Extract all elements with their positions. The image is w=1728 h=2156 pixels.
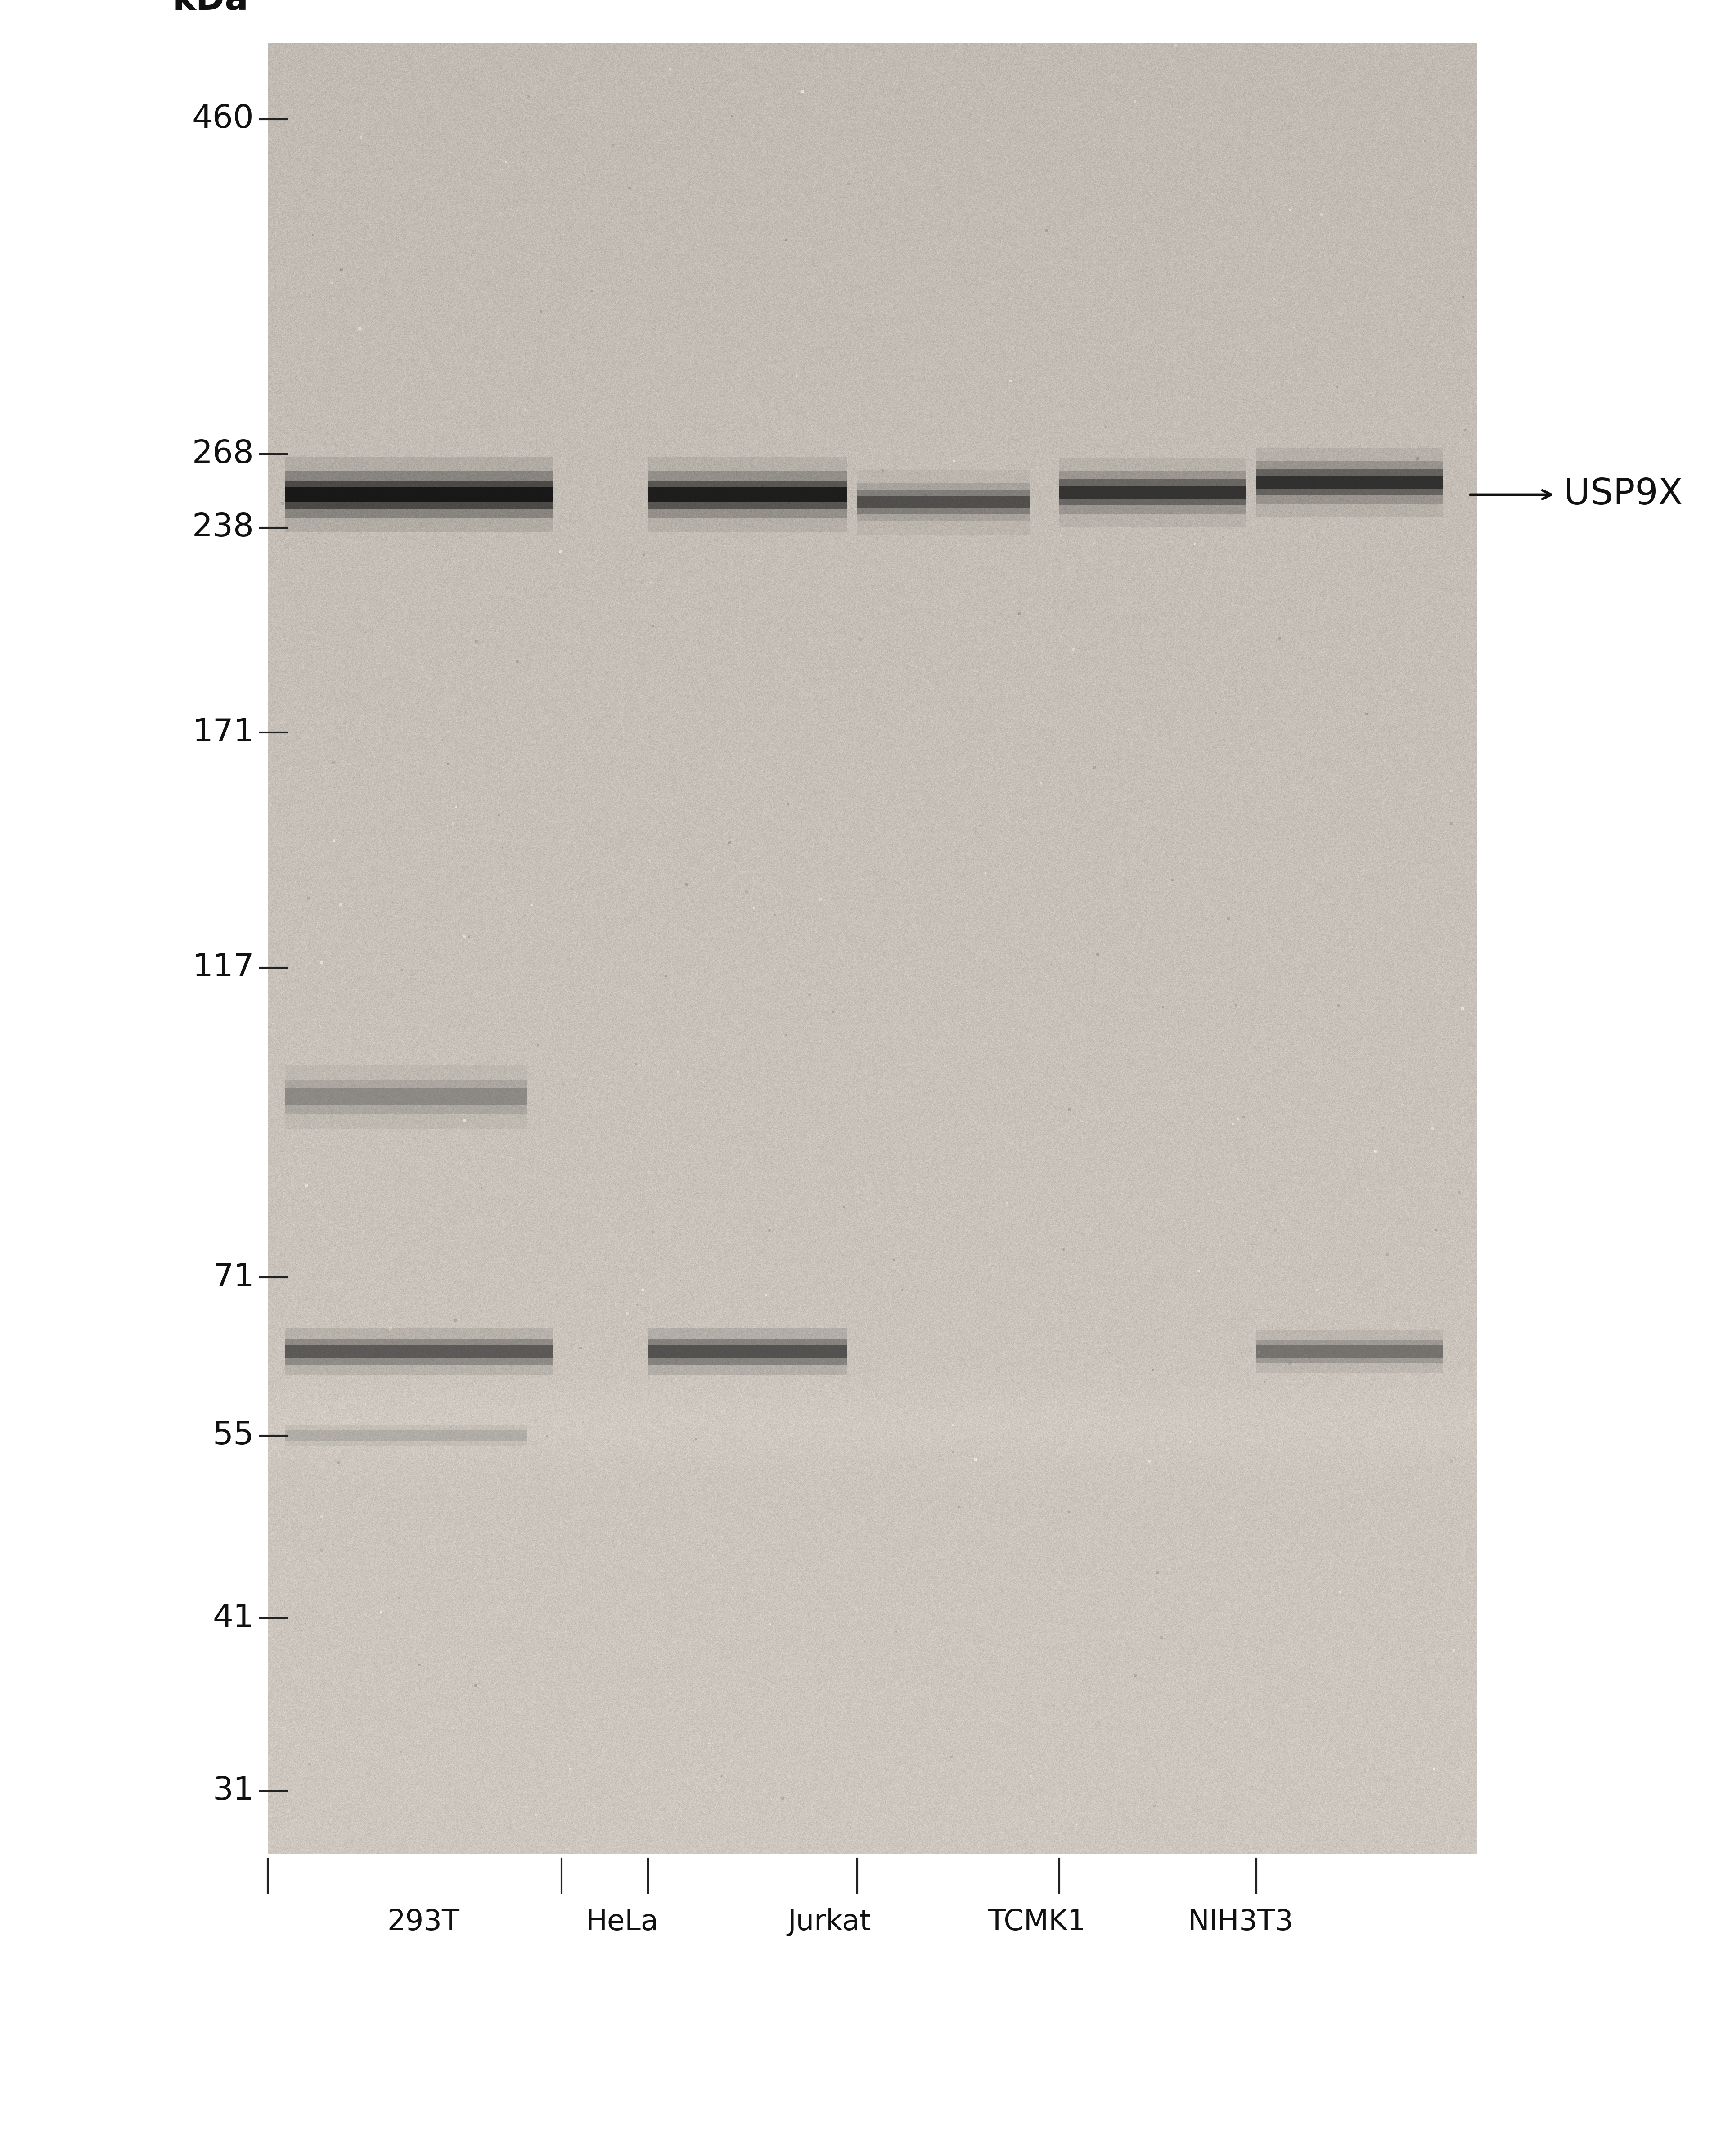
Text: USP9X: USP9X — [1564, 476, 1683, 513]
Bar — [1256, 1339, 1443, 1363]
Bar — [285, 1429, 527, 1440]
Text: kDa: kDa — [173, 0, 249, 17]
Bar — [285, 1080, 527, 1115]
Bar — [285, 487, 553, 502]
Bar — [285, 1065, 527, 1130]
Bar — [285, 1089, 527, 1106]
Bar — [1256, 476, 1443, 489]
Bar — [857, 483, 1030, 522]
Bar — [285, 457, 553, 533]
Bar — [648, 1345, 847, 1358]
Bar — [285, 1339, 553, 1365]
Bar — [648, 1339, 847, 1365]
Text: 31: 31 — [213, 1777, 254, 1807]
Text: 268: 268 — [192, 438, 254, 470]
Bar — [1256, 1330, 1443, 1373]
Text: 293T: 293T — [387, 1908, 460, 1936]
Text: 41: 41 — [213, 1602, 254, 1634]
Bar — [285, 1425, 527, 1447]
Bar — [1059, 470, 1246, 513]
Bar — [1256, 470, 1443, 496]
Bar — [857, 496, 1030, 509]
Text: Jurkat: Jurkat — [788, 1908, 871, 1936]
Bar — [648, 1328, 847, 1376]
Bar — [648, 470, 847, 517]
Bar — [1256, 461, 1443, 505]
Bar — [857, 489, 1030, 513]
Bar — [285, 1345, 553, 1358]
Bar — [285, 1328, 553, 1376]
Bar — [1059, 457, 1246, 526]
Text: 460: 460 — [192, 103, 254, 134]
Text: HeLa: HeLa — [586, 1908, 658, 1936]
Text: 238: 238 — [192, 513, 254, 543]
Bar — [285, 481, 553, 509]
Bar — [648, 457, 847, 533]
Bar — [648, 481, 847, 509]
Bar — [1256, 448, 1443, 517]
Text: TCMK1: TCMK1 — [988, 1908, 1085, 1936]
Bar — [648, 487, 847, 502]
Text: 117: 117 — [192, 953, 254, 983]
Bar — [1059, 479, 1246, 505]
Text: 171: 171 — [192, 718, 254, 748]
Text: 71: 71 — [213, 1261, 254, 1294]
Bar — [1059, 485, 1246, 498]
Bar — [1256, 1345, 1443, 1358]
Text: NIH3T3: NIH3T3 — [1187, 1908, 1294, 1936]
Bar — [857, 470, 1030, 535]
Text: 55: 55 — [213, 1421, 254, 1451]
Bar — [285, 470, 553, 517]
